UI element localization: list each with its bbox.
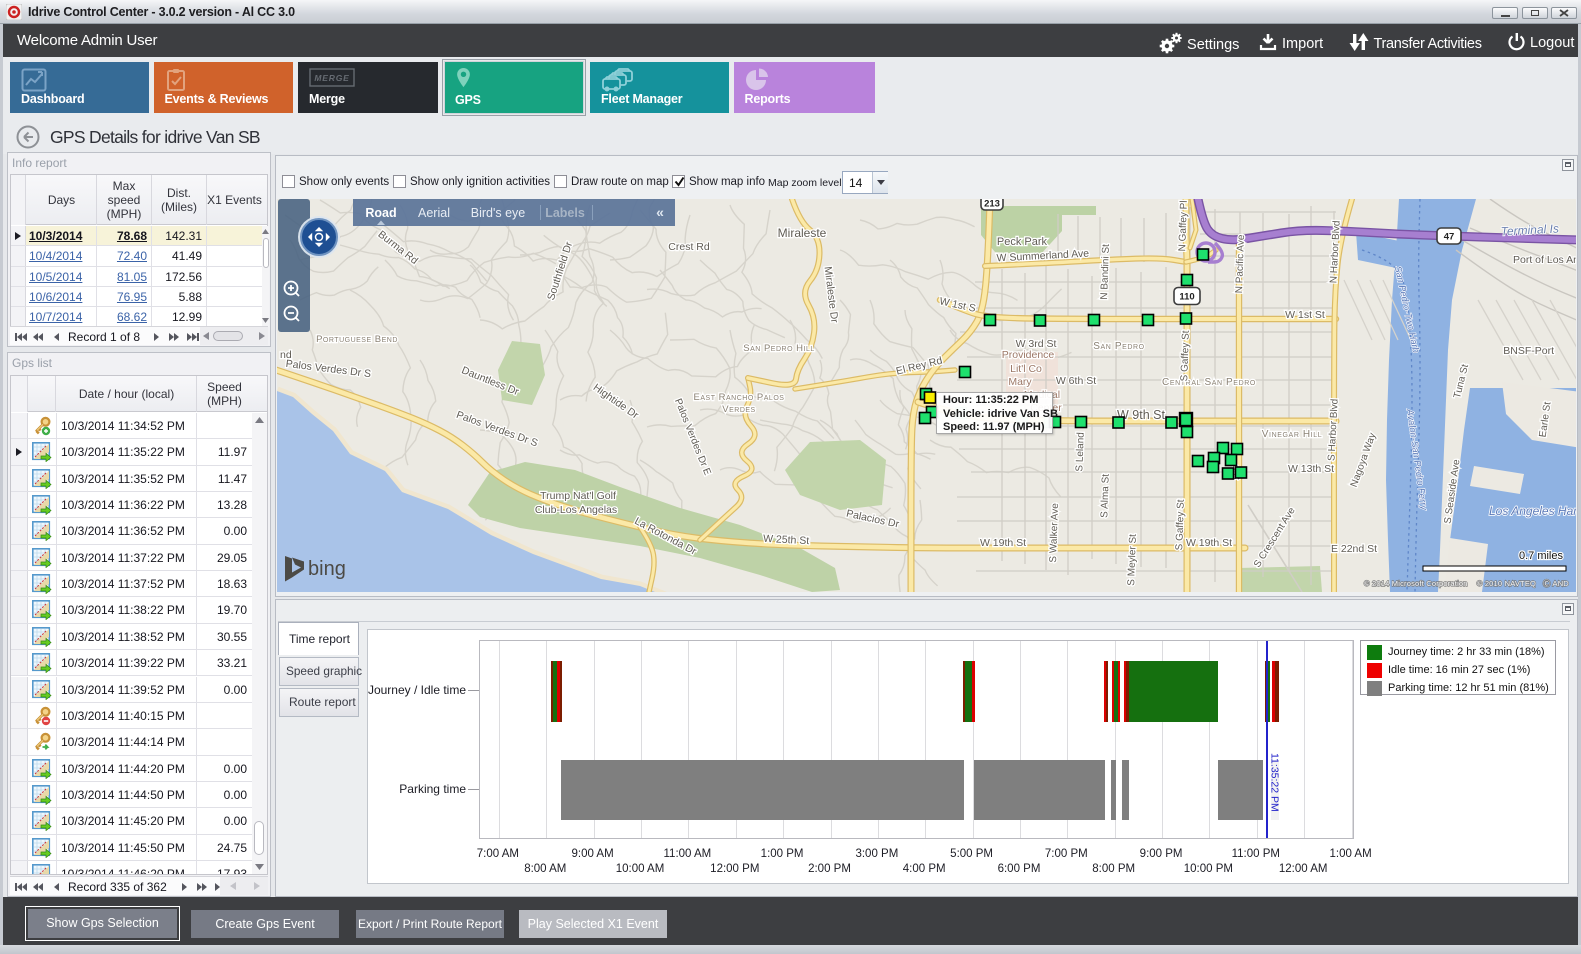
svg-text:Terminal Is: Terminal Is: [1500, 221, 1559, 238]
svg-text:Aerial: Aerial: [418, 206, 450, 220]
svg-text:San Pedro: San Pedro: [1093, 341, 1144, 352]
svg-text:Los Angeles Harb: Los Angeles Harb: [1489, 504, 1576, 518]
svg-text:Mary: Mary: [1008, 376, 1032, 388]
svg-text:N Bandini St: N Bandini St: [1099, 244, 1112, 300]
svg-text:W 25th St: W 25th St: [763, 533, 810, 547]
svg-text:W 19th St: W 19th St: [1186, 537, 1232, 549]
svg-text:S Alma St: S Alma St: [1099, 474, 1112, 518]
svg-text:Road: Road: [365, 206, 396, 220]
svg-text:213: 213: [984, 199, 1000, 210]
svg-text:Club-Los Angelas: Club-Los Angelas: [535, 504, 617, 516]
svg-text:S Harbor Blvd: S Harbor Blvd: [1326, 398, 1340, 461]
svg-text:Bird's eye: Bird's eye: [471, 206, 526, 220]
svg-text:110: 110: [1179, 292, 1194, 303]
svg-text:N Harbor Blvd: N Harbor Blvd: [1328, 220, 1342, 283]
svg-text:W 19th St: W 19th St: [980, 537, 1026, 549]
svg-text:MERGE: MERGE: [314, 73, 349, 83]
svg-text:W 3rd St: W 3rd St: [1016, 338, 1057, 350]
svg-text:San Pedro Hill: San Pedro Hill: [743, 343, 815, 354]
svg-text:S Gaffey St: S Gaffey St: [1179, 330, 1192, 382]
svg-text:© 2014 Microsoft Corporation: © 2014 Microsoft Corporation © 2010 NAVT…: [1364, 579, 1569, 588]
svg-text:Peck Park: Peck Park: [997, 236, 1048, 248]
svg-text:nd: nd: [280, 349, 292, 361]
svg-text:47: 47: [1444, 232, 1455, 243]
svg-text:E 22nd St: E 22nd St: [1331, 543, 1377, 555]
svg-text:Crest Rd: Crest Rd: [668, 241, 710, 253]
svg-text:BNSF-Port: BNSF-Port: [1503, 345, 1554, 357]
svg-text:Lit'l Co: Lit'l Co: [1010, 363, 1042, 375]
svg-text:W 9th St: W 9th St: [1117, 408, 1165, 422]
svg-text:S Meyler St: S Meyler St: [1126, 534, 1139, 586]
svg-text:Vinegar Hill: Vinegar Hill: [1262, 429, 1322, 440]
svg-text:Portuguese Bend: Portuguese Bend: [316, 334, 398, 345]
svg-text:Port of Los Angel: Port of Los Angel: [1513, 254, 1576, 266]
svg-text:N Gaffey Pl: N Gaffey Pl: [1177, 200, 1190, 251]
svg-text:S Leland: S Leland: [1074, 432, 1086, 472]
svg-text:Trump Nat'l Golf: Trump Nat'l Golf: [540, 490, 616, 502]
svg-text:S Gaffey St: S Gaffey St: [1174, 499, 1187, 551]
svg-text:W 13th St: W 13th St: [1288, 463, 1334, 475]
svg-text:Labels: Labels: [545, 206, 585, 220]
svg-text:Central San Pedro: Central San Pedro: [1162, 377, 1256, 388]
svg-text:East Rancho Palos: East Rancho Palos: [694, 392, 785, 403]
svg-text:W 6th St: W 6th St: [1056, 375, 1096, 387]
svg-text:W 1st St: W 1st St: [1285, 309, 1325, 321]
svg-text:Miraleste: Miraleste: [778, 226, 827, 240]
svg-text:S Walker Ave: S Walker Ave: [1048, 503, 1061, 563]
svg-text:Verdes: Verdes: [722, 404, 755, 415]
svg-text:bing: bing: [308, 558, 346, 580]
svg-text:«: «: [656, 204, 664, 220]
svg-text:N Pacific Ave: N Pacific Ave: [1234, 234, 1247, 294]
svg-text:0.7 miles: 0.7 miles: [1519, 550, 1564, 562]
svg-text:Providence: Providence: [1002, 349, 1055, 361]
